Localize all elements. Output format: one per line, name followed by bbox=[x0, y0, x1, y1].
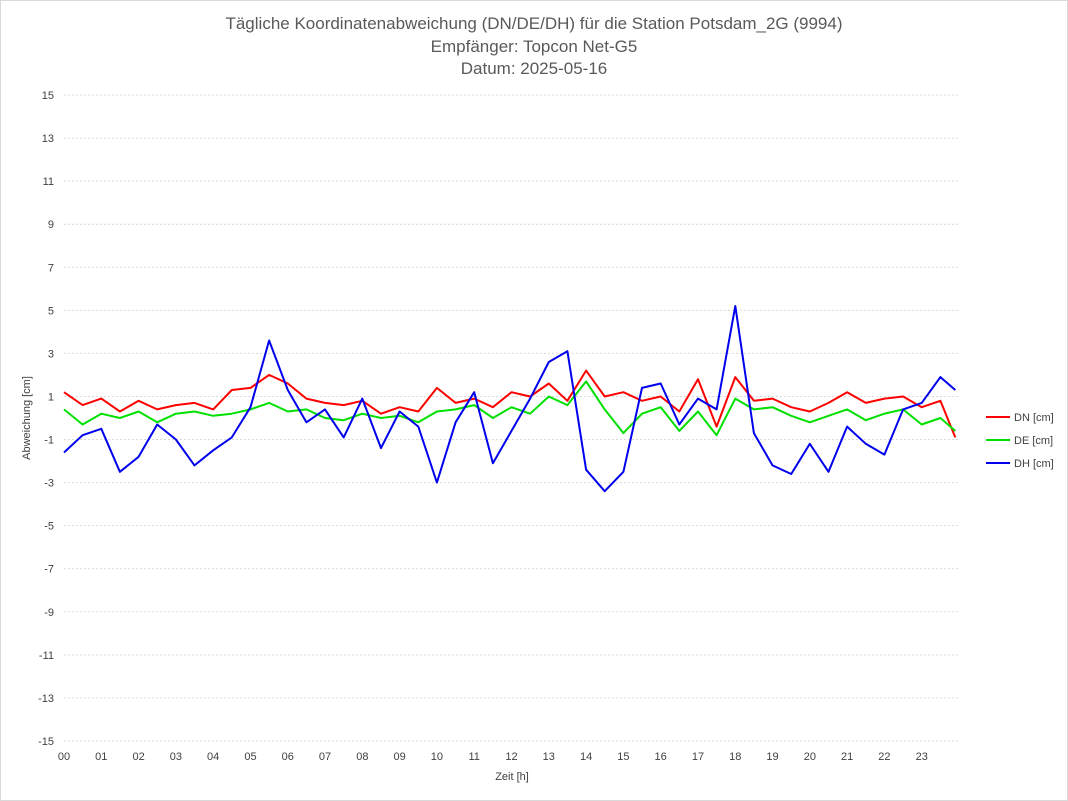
x-tick-label: 12 bbox=[505, 751, 517, 763]
x-tick-label: 20 bbox=[804, 751, 816, 763]
x-tick-label: 07 bbox=[319, 751, 331, 763]
y-tick-label: 13 bbox=[42, 133, 54, 145]
x-tick-label: 15 bbox=[617, 751, 629, 763]
y-tick-label: -9 bbox=[44, 607, 54, 619]
chart-subtitle-receiver: Empfänger: Topcon Net-G5 bbox=[431, 37, 638, 56]
x-axis-title: Zeit [h] bbox=[495, 771, 529, 783]
legend-label: DH [cm] bbox=[1014, 458, 1054, 470]
y-tick-label: 9 bbox=[48, 219, 54, 231]
x-tick-label: 16 bbox=[655, 751, 667, 763]
series-line-dn bbox=[63, 369, 957, 438]
x-tick-label: 19 bbox=[766, 751, 778, 763]
x-tick-label: 03 bbox=[170, 751, 182, 763]
x-tick-label: 11 bbox=[468, 751, 479, 763]
x-tick-label: 00 bbox=[58, 751, 70, 763]
series-line-dh bbox=[63, 305, 956, 493]
series-line-de bbox=[63, 380, 956, 437]
y-tick-label: -11 bbox=[39, 650, 54, 662]
y-tick-label: -5 bbox=[44, 521, 54, 533]
x-tick-label: 21 bbox=[841, 751, 853, 763]
x-tick-label: 10 bbox=[431, 751, 443, 763]
y-tick-label: -1 bbox=[44, 435, 54, 447]
x-tick-label: 09 bbox=[394, 751, 406, 763]
chart-subtitle-date: Datum: 2025-05-16 bbox=[461, 59, 607, 78]
y-tick-label: -15 bbox=[38, 736, 54, 748]
chart-title: Tägliche Koordinatenabweichung (DN/DE/DH… bbox=[225, 14, 842, 33]
y-axis-title: Abweichung [cm] bbox=[21, 376, 33, 460]
chart-title-group: Tägliche Koordinatenabweichung (DN/DE/DH… bbox=[225, 14, 842, 78]
y-tick-label: 11 bbox=[43, 176, 54, 188]
legend: DN [cm] DE [cm] DH [cm] bbox=[986, 412, 1054, 470]
y-tick-label: -13 bbox=[38, 693, 54, 705]
x-tick-label: 17 bbox=[692, 751, 704, 763]
x-tick-label: 14 bbox=[580, 751, 592, 763]
x-tick-label: 22 bbox=[878, 751, 890, 763]
y-tick-label: 15 bbox=[42, 90, 54, 102]
legend-label: DN [cm] bbox=[1014, 412, 1054, 424]
x-tick-label: 01 bbox=[95, 751, 107, 763]
x-tick-label: 23 bbox=[916, 751, 928, 763]
y-tick-label: -7 bbox=[44, 564, 54, 576]
y-tick-label: -3 bbox=[44, 478, 54, 490]
y-tick-label: 3 bbox=[48, 348, 54, 360]
x-tick-label: 05 bbox=[244, 751, 256, 763]
x-tick-label: 18 bbox=[729, 751, 741, 763]
y-axis-ticks: 15 13 11 9 7 5 3 1 -1 -3 -5 -7 -9 -11 -13 -15 bbox=[38, 90, 54, 748]
x-tick-label: 06 bbox=[282, 751, 294, 763]
gridlines bbox=[64, 94, 959, 742]
x-axis-ticks: 00 01 02 03 04 05 06 07 08 09 10 11 12 13 14 15 16 17 18 19… bbox=[58, 751, 928, 763]
y-tick-label: 1 bbox=[48, 391, 54, 403]
series-layer bbox=[63, 305, 957, 493]
x-tick-label: 13 bbox=[543, 751, 555, 763]
x-tick-label: 04 bbox=[207, 751, 219, 763]
y-tick-label: 7 bbox=[48, 262, 54, 274]
x-tick-label: 08 bbox=[356, 751, 368, 763]
y-tick-label: 5 bbox=[48, 305, 54, 317]
x-tick-label: 02 bbox=[132, 751, 144, 763]
legend-label: DE [cm] bbox=[1014, 435, 1053, 447]
